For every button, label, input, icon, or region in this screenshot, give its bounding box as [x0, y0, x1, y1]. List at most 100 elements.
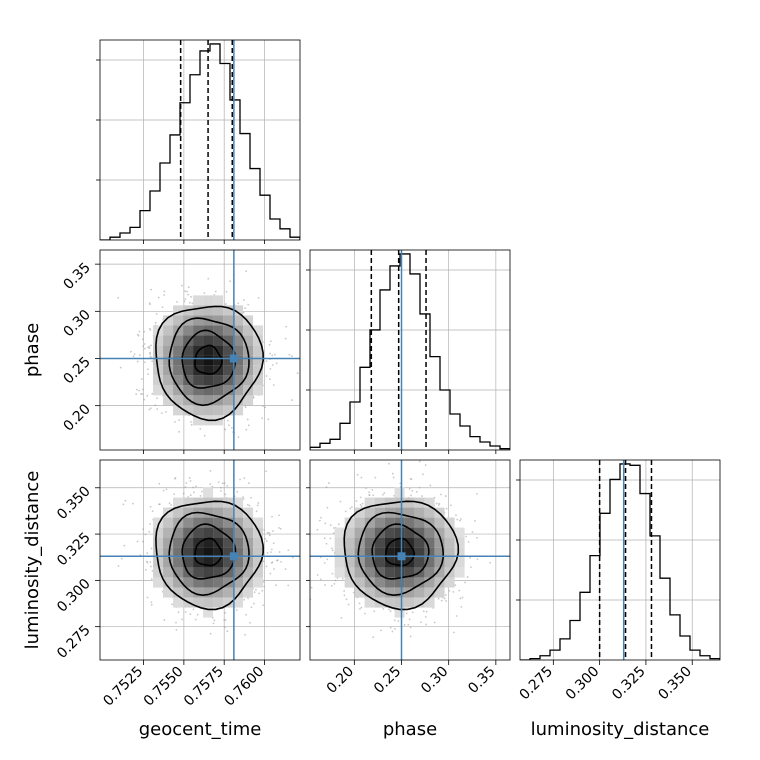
density-cell: [173, 577, 184, 588]
density-cell: [183, 537, 194, 548]
density-cell: [223, 355, 234, 366]
contour-level-1: [181, 523, 237, 580]
density-cell: [444, 577, 455, 588]
sample-point: [224, 619, 227, 621]
density-cell: [444, 527, 455, 538]
sample-point: [352, 591, 355, 594]
density-cell: [344, 557, 355, 568]
density-cell: [454, 527, 465, 538]
density-cell: [163, 345, 174, 356]
sample-point: [148, 347, 151, 350]
density-cell: [213, 315, 224, 326]
density-cell: [253, 335, 264, 346]
sample-point: [213, 619, 216, 622]
sample-point: [135, 388, 138, 391]
sample-point: [184, 486, 187, 488]
sample-point: [189, 494, 192, 497]
sample-point: [203, 434, 206, 437]
density-cell: [354, 577, 365, 588]
sample-point: [255, 510, 258, 513]
sample-point: [360, 505, 363, 508]
sample-point: [146, 552, 149, 555]
density-cell: [193, 315, 204, 326]
sample-point: [187, 293, 189, 296]
frame: [309, 459, 511, 661]
sample-point: [242, 498, 245, 500]
sample-point: [261, 589, 264, 592]
density-cell: [404, 567, 415, 578]
sample-point: [467, 540, 470, 543]
sample-point: [224, 303, 227, 305]
density-cell: [163, 385, 174, 396]
density-cell: [243, 507, 254, 518]
density-cell: [374, 517, 385, 528]
sample-point: [389, 610, 392, 612]
density-cell: [203, 385, 214, 396]
density-cell: [233, 365, 244, 376]
sample-point: [331, 572, 334, 575]
sample-point: [151, 392, 154, 395]
sample-point: [142, 540, 144, 543]
density-cell: [253, 527, 264, 538]
sample-point: [187, 286, 190, 289]
sample-point: [387, 462, 390, 465]
density-cell: [233, 557, 244, 568]
sample-point: [410, 494, 412, 497]
density-cell: [183, 365, 194, 376]
sample-point: [261, 417, 264, 420]
density-cell: [153, 375, 164, 386]
sample-point: [411, 489, 414, 492]
contour-level-1: [371, 523, 430, 580]
sample-point: [333, 582, 336, 585]
sample-point: [450, 504, 452, 507]
density-cell: [384, 547, 395, 558]
density-cell: [223, 395, 234, 406]
density-cell: [454, 537, 465, 548]
sample-point: [262, 405, 264, 408]
density-cell: [233, 335, 244, 346]
sample-point: [433, 621, 436, 624]
sample-point: [424, 464, 427, 466]
sample-point: [150, 565, 152, 568]
sample-point: [181, 618, 184, 621]
sample-point: [253, 602, 255, 605]
density-cell: [193, 395, 204, 406]
density-cell: [173, 305, 184, 316]
density-cell: [193, 537, 204, 548]
density-cell: [193, 405, 204, 416]
density-cell: [223, 345, 234, 356]
sample-point: [196, 613, 199, 616]
density-cell: [233, 507, 244, 518]
sample-point: [474, 519, 476, 522]
panel-2d-geocent_time-phase: [99, 249, 301, 451]
density-cell: [153, 517, 164, 528]
density-cell: [153, 537, 164, 548]
sample-point: [175, 629, 178, 631]
sample-point: [383, 492, 386, 494]
density-cell: [183, 497, 194, 508]
sample-point: [224, 493, 227, 496]
density-cell: [193, 527, 204, 538]
sample-point: [392, 476, 395, 479]
sample-point: [132, 355, 135, 358]
sample-point: [192, 486, 194, 489]
sample-point: [175, 621, 177, 624]
density-cell: [203, 547, 214, 558]
density-cell: [414, 507, 425, 518]
density-cell: [193, 577, 204, 588]
sample-point: [253, 591, 256, 594]
sample-point: [256, 504, 259, 507]
density-cell: [203, 335, 214, 346]
sample-point: [150, 288, 153, 291]
sample-point: [268, 531, 271, 534]
sample-point: [242, 311, 245, 314]
density-cell: [213, 345, 224, 356]
contour-level-3: [343, 500, 460, 611]
density-cell: [434, 527, 445, 538]
sample-point: [278, 551, 281, 553]
sample-point: [288, 353, 291, 356]
sample-point: [333, 527, 335, 529]
sample-point: [132, 502, 135, 505]
density-cell: [213, 527, 224, 538]
sample-point: [268, 378, 271, 381]
